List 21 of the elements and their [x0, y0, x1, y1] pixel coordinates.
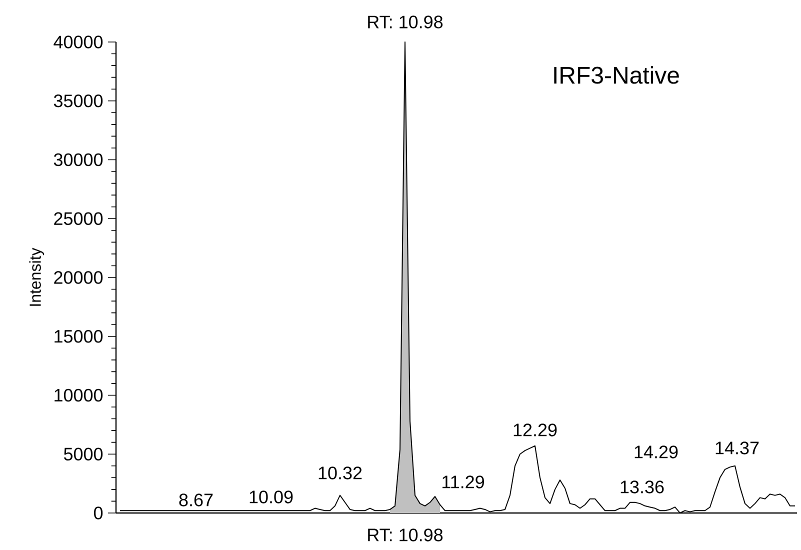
y-tick-label: 35000 — [54, 94, 103, 108]
y-tick-label: 40000 — [54, 36, 103, 48]
annotation: 14.29 — [634, 446, 678, 458]
y-axis-title: Intensity — [29, 248, 44, 306]
y-tick-label: 10000 — [54, 388, 103, 402]
text: RT: 10.98 — [368, 528, 443, 542]
y-tick-label: 5000 — [64, 448, 103, 460]
annotation: 10.32 — [318, 466, 362, 480]
annotation: 10.09 — [250, 490, 293, 504]
annotation: 11.29 — [442, 476, 484, 488]
text: IRF3-Native — [554, 66, 679, 84]
annotation: 13.36 — [620, 480, 664, 494]
y-tick-label: 0 — [94, 506, 103, 520]
y-tick-label: 20000 — [54, 271, 103, 284]
y-tick-label: 25000 — [54, 212, 103, 225]
text: RT: 10.98 — [368, 16, 443, 28]
y-tick-label: 15000 — [54, 330, 103, 343]
annotation: 12.29 — [514, 424, 557, 436]
annotation: 14.37 — [716, 442, 759, 454]
y-tick-label: 30000 — [54, 153, 103, 166]
annotation: 8.67 — [179, 494, 213, 506]
